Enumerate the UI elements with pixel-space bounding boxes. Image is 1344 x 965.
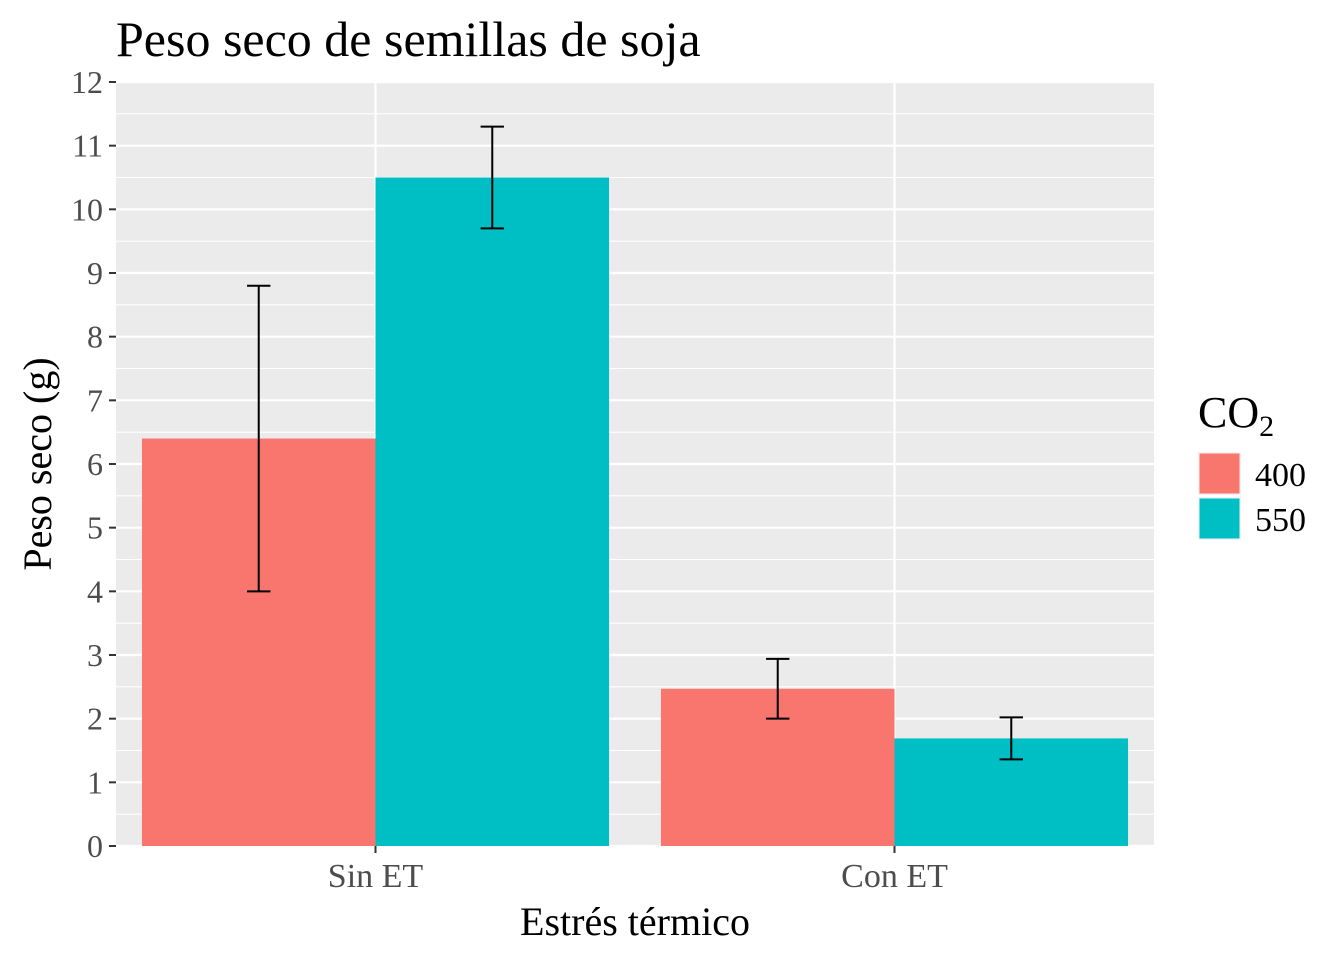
legend-title: CO2	[1198, 388, 1274, 443]
y-tick-label: 3	[87, 637, 103, 673]
y-tick-label: 1	[87, 764, 103, 800]
legend-title-subscript: 2	[1259, 410, 1274, 443]
y-tick-label: 12	[71, 64, 103, 100]
bars-layer	[141, 177, 1129, 846]
x-axis-label: Estrés térmico	[520, 899, 750, 944]
y-tick-label: 8	[87, 319, 103, 355]
y-tick-label: 2	[87, 701, 103, 737]
legend-label: 400	[1255, 457, 1306, 494]
x-tick-label: Sin ET	[328, 858, 424, 895]
chart-title: Peso seco de semillas de soja	[116, 11, 701, 67]
legend-swatch	[1199, 453, 1240, 494]
y-tick-label: 4	[87, 573, 103, 609]
error-bars-layer	[247, 125, 1023, 761]
legend-swatch	[1199, 498, 1240, 539]
y-tick-label: 9	[87, 255, 103, 291]
y-axis-label: Peso seco (g)	[15, 357, 60, 570]
x-axis: Sin ET Con ET	[328, 846, 948, 895]
y-tick-label: 10	[71, 191, 103, 227]
legend-label: 550	[1255, 502, 1306, 539]
x-tick-label: Con ET	[841, 858, 948, 895]
y-tick-label: 11	[72, 128, 103, 164]
y-tick-label: 7	[87, 382, 103, 418]
y-tick-label: 6	[87, 446, 103, 482]
y-tick-label: 5	[87, 510, 103, 546]
y-tick-label: 0	[87, 828, 103, 864]
legend-title-main: CO	[1198, 388, 1259, 437]
bar	[375, 177, 610, 846]
